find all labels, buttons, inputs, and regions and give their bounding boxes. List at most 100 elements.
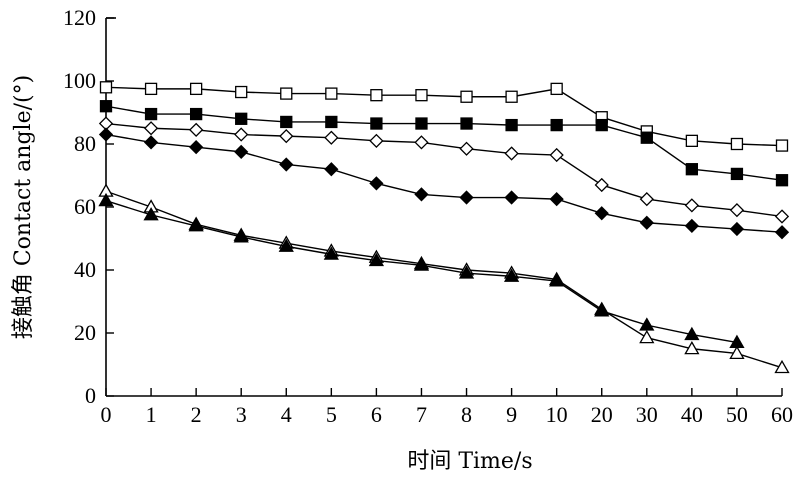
x-tick-label: 6 xyxy=(371,402,382,427)
marker-square xyxy=(775,139,789,152)
marker-square xyxy=(685,134,699,148)
marker-triangle xyxy=(278,238,294,252)
x-tick-label: 3 xyxy=(236,402,247,427)
marker-square xyxy=(685,163,699,176)
marker-square xyxy=(280,115,293,129)
marker-square xyxy=(775,174,789,187)
marker-square xyxy=(550,118,563,132)
marker-diamond xyxy=(684,218,699,234)
marker-square xyxy=(730,137,744,151)
x-tick-label: 1 xyxy=(146,402,157,427)
series-5 xyxy=(98,183,790,374)
marker-diamond xyxy=(504,190,519,205)
y-tick-label: 20 xyxy=(74,320,96,345)
y-tick-label: 120 xyxy=(63,5,96,30)
series-line xyxy=(105,190,783,369)
marker-square xyxy=(460,117,473,130)
y-ticks: 0 20 40 60 80 100 120 xyxy=(63,5,114,408)
marker-square xyxy=(189,82,203,96)
marker-triangle xyxy=(458,265,475,279)
y-tick-label: 100 xyxy=(63,68,96,93)
marker-triangle xyxy=(684,326,700,341)
x-tick-label: 60 xyxy=(771,402,793,427)
marker-triangle xyxy=(323,246,339,260)
marker-diamond xyxy=(684,198,699,213)
marker-diamond xyxy=(324,130,339,145)
marker-diamond xyxy=(729,203,745,218)
y-tick-label: 80 xyxy=(74,131,96,156)
marker-diamond xyxy=(279,129,294,144)
series-2 xyxy=(99,100,789,187)
y-tick-label: 40 xyxy=(74,257,96,282)
marker-diamond xyxy=(143,121,159,136)
y-tick-label: 60 xyxy=(74,194,96,219)
series-1 xyxy=(99,81,789,152)
marker-triangle xyxy=(639,317,655,331)
series-4 xyxy=(98,127,790,240)
marker-square xyxy=(144,107,158,121)
marker-triangle xyxy=(143,207,159,221)
marker-diamond xyxy=(774,225,790,240)
marker-triangle xyxy=(684,340,700,355)
y-axis-title: 接触角 Contact angle/(°) xyxy=(11,75,36,339)
x-tick-label: 50 xyxy=(726,402,748,427)
x-axis-title: 时间 Time/s xyxy=(407,449,532,474)
marker-diamond xyxy=(594,206,609,221)
marker-square xyxy=(460,90,473,103)
marker-triangle xyxy=(233,229,249,243)
y-tick-label: 0 xyxy=(85,383,96,408)
marker-triangle xyxy=(368,252,385,267)
marker-triangle xyxy=(413,257,430,271)
marker-square xyxy=(370,117,383,130)
marker-square xyxy=(370,89,383,102)
series-3 xyxy=(98,116,790,224)
marker-square xyxy=(99,100,113,113)
marker-square xyxy=(550,82,563,96)
marker-square xyxy=(325,87,338,100)
marker-square xyxy=(99,81,113,94)
marker-diamond xyxy=(639,192,654,207)
marker-triangle xyxy=(594,303,610,317)
marker-diamond xyxy=(234,144,249,159)
x-tick-label: 4 xyxy=(281,402,292,427)
x-tick-label: 10 xyxy=(546,402,568,427)
marker-diamond xyxy=(549,147,564,163)
x-tick-label: 40 xyxy=(681,402,703,427)
marker-square xyxy=(505,118,518,132)
marker-triangle xyxy=(503,268,520,282)
series-6 xyxy=(98,192,745,348)
marker-diamond xyxy=(414,135,429,150)
marker-diamond xyxy=(369,176,384,191)
marker-square xyxy=(595,118,608,132)
marker-triangle xyxy=(639,329,655,344)
marker-square xyxy=(144,82,158,96)
marker-square xyxy=(640,131,653,144)
x-ticks: 0 1 2 3 4 5 6 7 8 9 10 20 30 40 50 60 xyxy=(101,388,793,427)
marker-diamond xyxy=(459,141,474,156)
marker-diamond xyxy=(143,135,159,150)
marker-square xyxy=(235,85,248,99)
x-tick-label: 8 xyxy=(461,402,472,427)
marker-diamond xyxy=(279,157,294,172)
series-group xyxy=(98,81,790,374)
marker-square xyxy=(730,167,744,181)
marker-diamond xyxy=(369,133,384,148)
marker-diamond xyxy=(594,177,609,193)
marker-triangle xyxy=(729,345,745,360)
marker-diamond xyxy=(639,215,654,230)
marker-diamond xyxy=(414,187,429,202)
marker-triangle xyxy=(549,273,565,287)
marker-square xyxy=(280,87,293,100)
x-tick-label: 9 xyxy=(506,402,517,427)
marker-diamond xyxy=(549,192,564,207)
x-tick-label: 5 xyxy=(326,402,337,427)
marker-diamond xyxy=(234,127,249,142)
marker-diamond xyxy=(459,190,474,205)
marker-diamond xyxy=(324,162,339,177)
x-tick-label: 0 xyxy=(101,402,112,427)
marker-square xyxy=(325,115,338,129)
x-tick-label: 2 xyxy=(191,402,202,427)
series-line xyxy=(105,105,783,181)
marker-diamond xyxy=(729,221,745,237)
